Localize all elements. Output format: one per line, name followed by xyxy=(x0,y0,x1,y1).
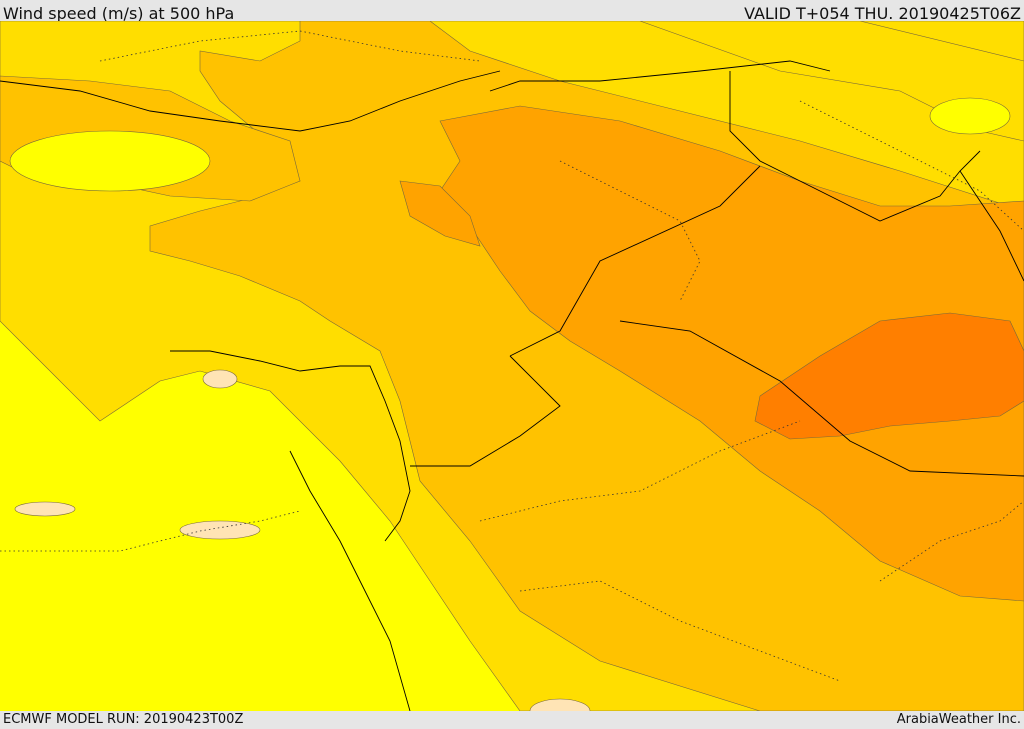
admin-iran xyxy=(799,100,1024,232)
admin-saudi-2 xyxy=(519,580,841,682)
model-run: ECMWF MODEL RUN: 20190423T00Z xyxy=(3,712,244,727)
patch-weak-sinai xyxy=(9,130,211,192)
wind-speed-bands xyxy=(0,21,1024,711)
wind-speed-map[interactable] xyxy=(0,21,1024,711)
border-iran-east xyxy=(959,170,1024,282)
admin-borders xyxy=(0,30,1024,682)
credit-text: ArabiaWeather Inc. xyxy=(896,712,1021,727)
band-strong-w xyxy=(399,180,481,247)
band-max xyxy=(754,312,1024,440)
coastline-levant xyxy=(170,350,411,542)
border-kuwait xyxy=(619,320,1024,477)
border-saudi xyxy=(410,355,561,467)
admin-saudi-1 xyxy=(479,420,801,522)
patch-calm-4 xyxy=(529,698,591,711)
band-light-ne xyxy=(639,21,1024,142)
patch-calm-1 xyxy=(202,369,238,389)
coastline-turkey xyxy=(0,70,501,132)
admin-yemen xyxy=(879,500,1024,582)
country-borders xyxy=(0,60,1024,711)
border-iraq-syria xyxy=(489,60,831,92)
patch-calm-3 xyxy=(179,520,261,540)
valid-time: VALID T+054 THU. 20190425T06Z xyxy=(744,4,1021,21)
footer-bar: ECMWF MODEL RUN: 20190423T00Z ArabiaWeat… xyxy=(0,711,1024,729)
map-title: Wind speed (m/s) at 500 hPa xyxy=(3,4,235,21)
border-iran xyxy=(729,71,981,222)
border-jordan xyxy=(509,165,761,357)
coastline-red-sea xyxy=(289,450,411,711)
header-bar: Wind speed (m/s) at 500 hPa VALID T+054 … xyxy=(0,0,1024,21)
admin-turkey xyxy=(99,30,481,62)
admin-iraq xyxy=(559,160,701,302)
patch-calm-2 xyxy=(14,501,76,517)
patch-weak-ne xyxy=(929,97,1011,135)
